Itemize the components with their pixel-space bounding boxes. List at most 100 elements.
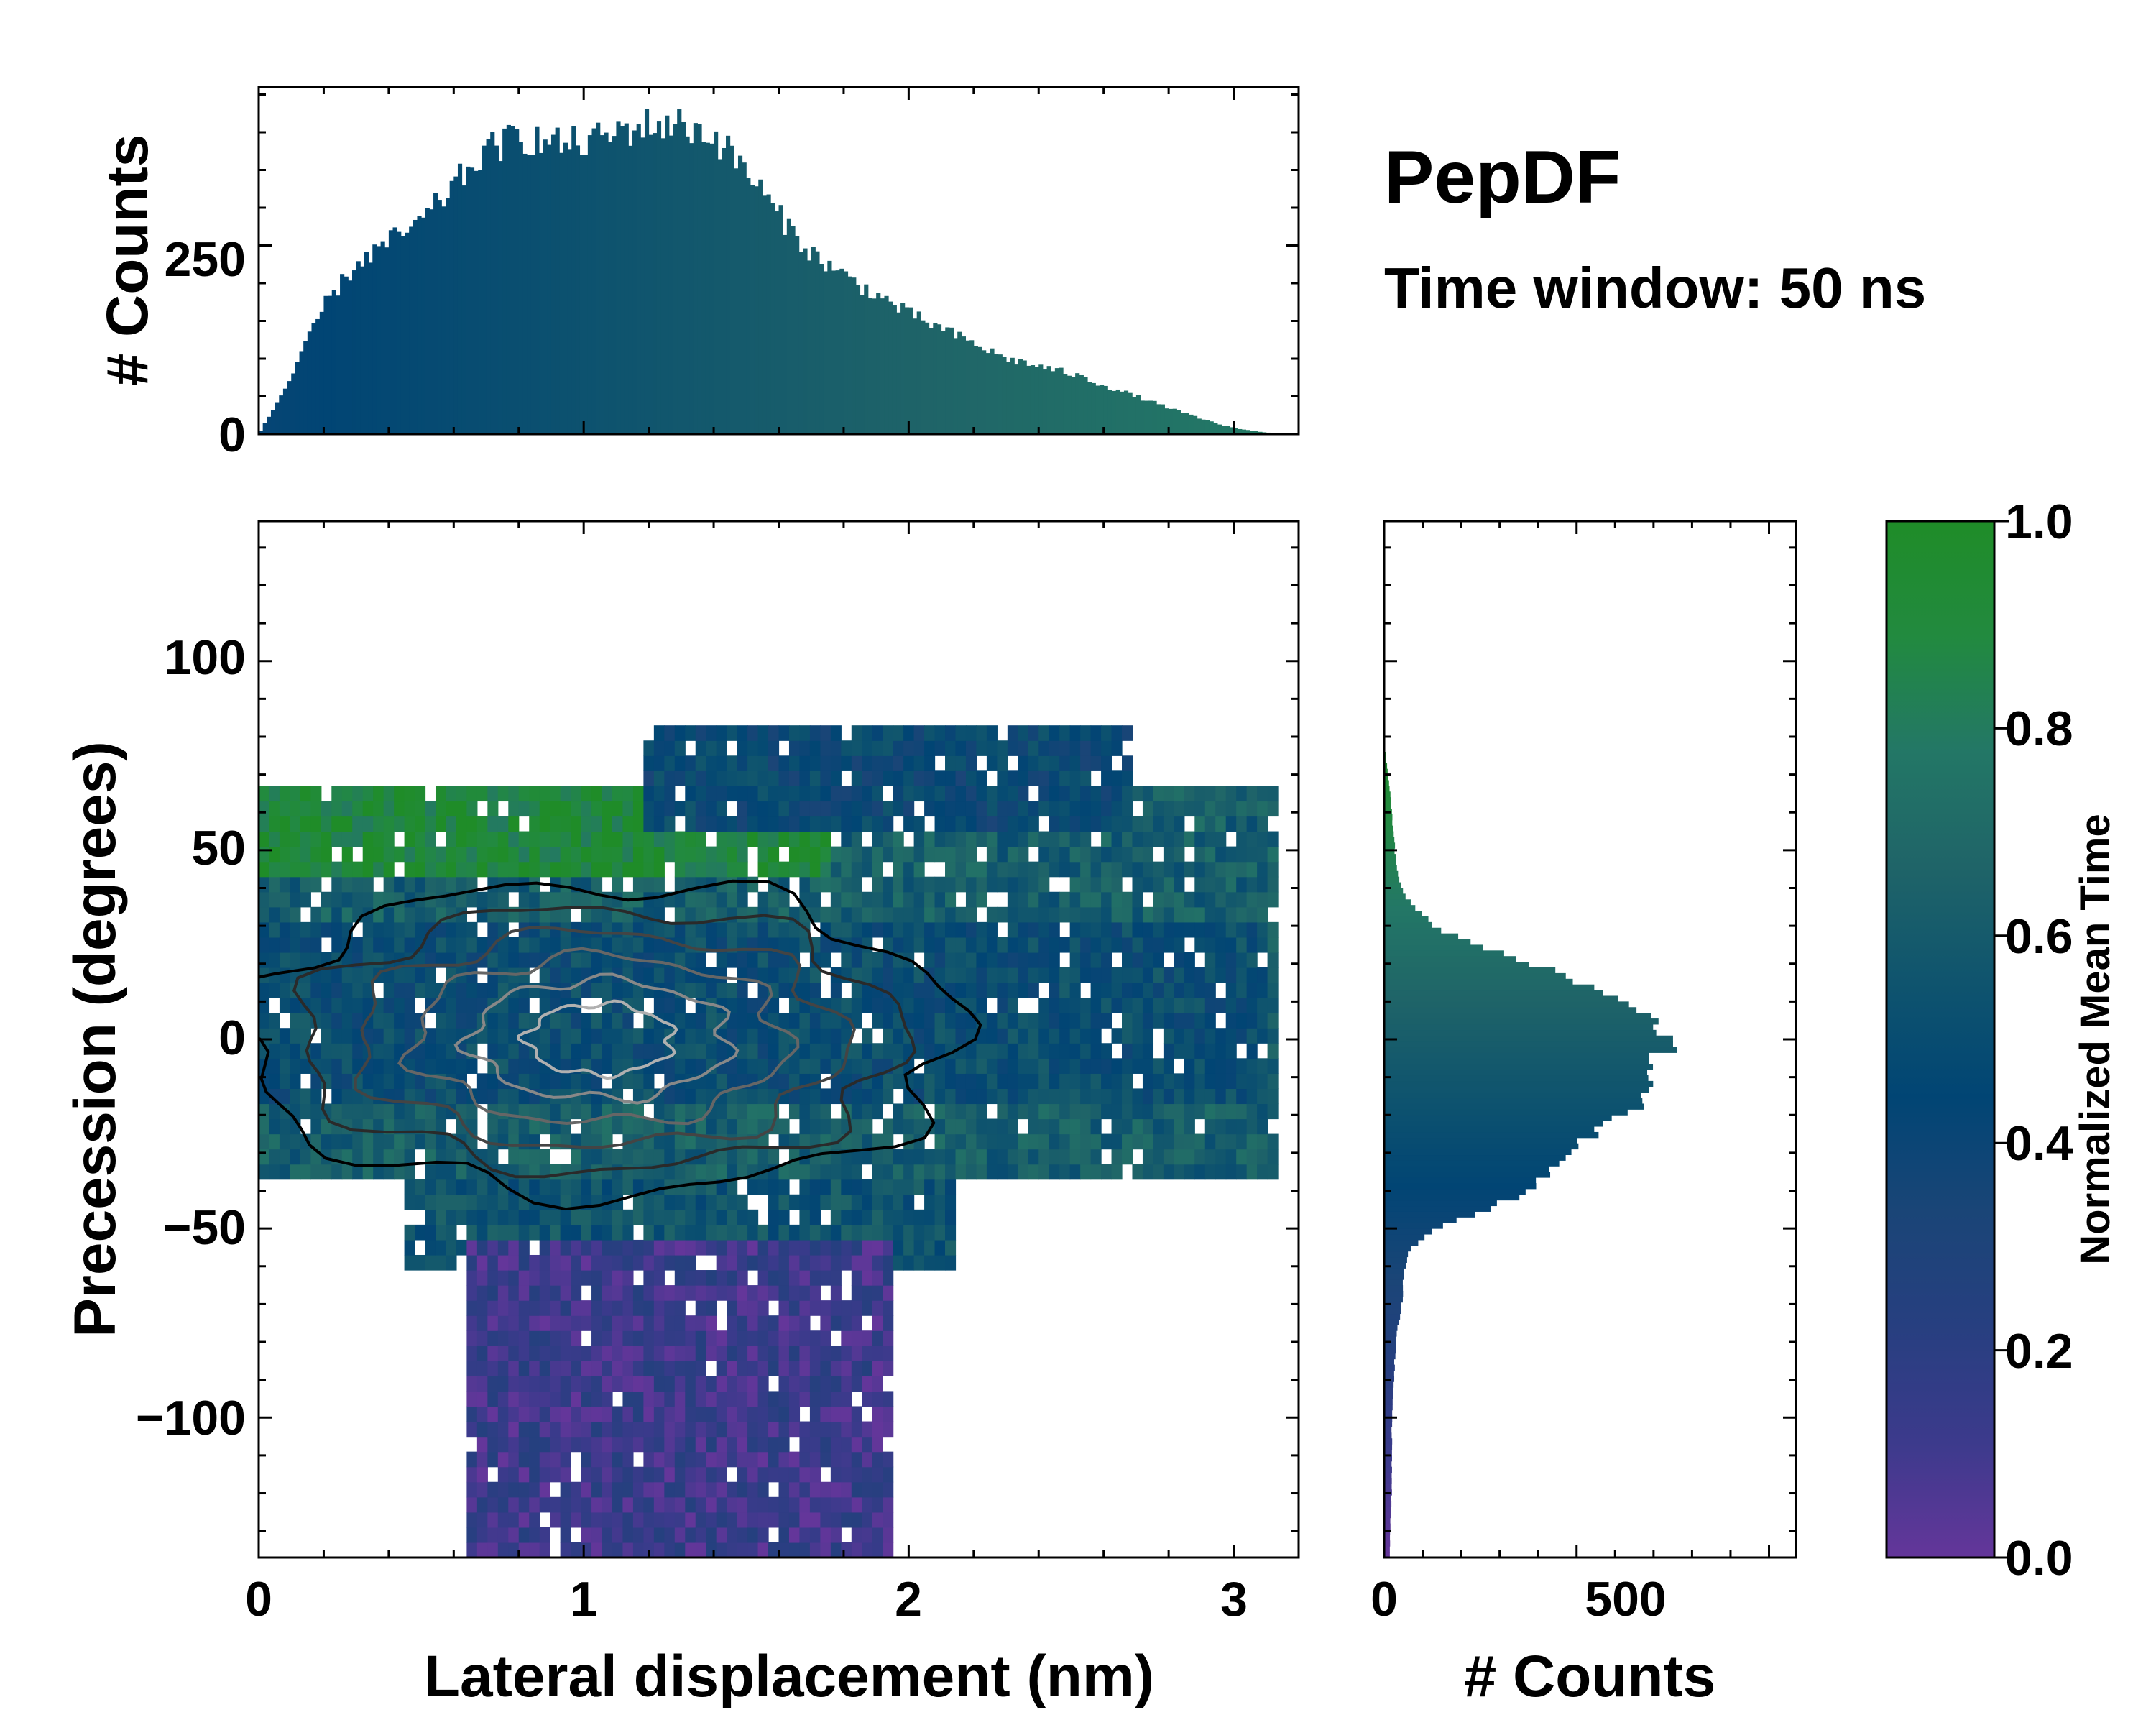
heatmap-cell	[331, 1073, 343, 1090]
heatmap-cell	[643, 937, 655, 953]
heatmap-cell	[706, 1436, 717, 1453]
histogram-bar	[1384, 882, 1401, 888]
heatmap-cell	[883, 1330, 894, 1346]
heatmap-cell	[934, 1239, 946, 1256]
heatmap-cell	[539, 967, 550, 983]
heatmap-cell	[321, 1149, 332, 1165]
heatmap-cell	[757, 1436, 769, 1453]
heatmap-cell	[1184, 861, 1195, 878]
heatmap-cell	[757, 755, 769, 771]
heatmap-cell	[727, 921, 738, 938]
plot-title: PepDF	[1384, 136, 1621, 219]
heatmap-cell	[446, 1058, 457, 1074]
heatmap-cell	[934, 725, 946, 741]
heatmap-cell	[581, 1512, 592, 1528]
heatmap-cell	[300, 831, 311, 847]
heatmap-cell	[331, 998, 343, 1013]
heatmap-cell	[778, 755, 790, 771]
heatmap-cell	[279, 906, 291, 923]
heatmap-cell	[903, 921, 915, 938]
heatmap-cell	[809, 1239, 821, 1256]
heatmap-cell	[903, 786, 915, 802]
heatmap-cell	[1111, 891, 1123, 908]
heatmap-cell	[893, 846, 904, 862]
heatmap-cell	[820, 1013, 831, 1029]
heatmap-cell	[685, 1073, 696, 1090]
heatmap-cell	[518, 1179, 530, 1195]
heatmap-cell	[269, 1013, 280, 1029]
heatmap-cell	[622, 816, 634, 832]
heatmap-cell	[913, 937, 925, 953]
heatmap-cell	[883, 816, 894, 832]
heatmap-cell	[404, 861, 415, 878]
heatmap-cell	[653, 1391, 665, 1407]
heatmap-cell	[685, 1466, 696, 1483]
heatmap-cell	[788, 1088, 801, 1105]
heatmap-cell	[591, 921, 603, 938]
heatmap-cell	[612, 1346, 624, 1361]
heatmap-cell	[674, 1330, 686, 1346]
histogram-bar	[1384, 1450, 1392, 1456]
heatmap-cell	[913, 891, 925, 908]
heatmap-cell	[727, 1330, 738, 1346]
heatmap-cell	[872, 1073, 883, 1090]
heatmap-cell	[310, 1164, 322, 1180]
heatmap-cell	[685, 1391, 696, 1407]
heatmap-cell	[529, 1224, 540, 1241]
heatmap-cell	[341, 1103, 353, 1120]
heatmap-cell	[1174, 846, 1185, 862]
heatmap-cell	[1090, 1164, 1102, 1180]
heatmap-cell	[674, 1133, 686, 1150]
heatmap-cell	[903, 967, 915, 983]
heatmap-cell	[799, 786, 811, 802]
heatmap-cell	[716, 770, 727, 786]
heatmap-cell	[695, 1481, 706, 1498]
heatmap-cell	[1090, 967, 1102, 983]
heatmap-cell	[1007, 846, 1018, 862]
heatmap-cell	[820, 1330, 831, 1346]
histogram-bar	[1384, 1444, 1393, 1450]
heatmap-cell	[872, 1058, 883, 1074]
heatmap-cell	[862, 1527, 873, 1543]
heatmap-cell	[976, 1149, 987, 1165]
heatmap-cell	[716, 1466, 727, 1483]
heatmap-cell	[1049, 998, 1060, 1013]
heatmap-cell	[1028, 861, 1039, 878]
heatmap-cell	[529, 1254, 540, 1271]
heatmap-cell	[851, 1088, 862, 1105]
heatmap-cell	[737, 1194, 748, 1210]
heatmap-cell	[341, 1073, 353, 1090]
heatmap-cell	[924, 1073, 936, 1090]
histogram-bar	[1384, 1358, 1395, 1366]
histogram-bar	[1384, 1307, 1401, 1315]
heatmap-cell	[550, 1270, 561, 1286]
heatmap-cell	[1090, 876, 1102, 893]
heatmap-cell	[820, 1512, 831, 1528]
heatmap-cell	[737, 1376, 748, 1392]
heatmap-cell	[466, 998, 478, 1013]
heatmap-cell	[352, 876, 364, 893]
histogram-bar	[417, 216, 422, 434]
heatmap-cell	[612, 1527, 624, 1543]
heatmap-cell	[321, 1013, 332, 1029]
heatmap-cell	[404, 786, 415, 802]
heatmap-cell	[778, 891, 790, 908]
heatmap-cell	[1018, 846, 1029, 862]
heatmap-cell	[976, 740, 987, 756]
heatmap-cell	[518, 1013, 530, 1029]
heatmap-cell	[903, 998, 915, 1013]
heatmap-cell	[602, 1391, 613, 1407]
heatmap-cell	[955, 1149, 967, 1165]
histogram-bar	[291, 373, 296, 434]
top-tick-marks	[257, 87, 1300, 436]
heatmap-cell	[809, 891, 821, 908]
heatmap-cell	[820, 1239, 831, 1256]
heatmap-cell	[674, 876, 686, 893]
heatmap-cell	[1267, 1013, 1279, 1029]
heatmap-cell	[632, 1149, 644, 1165]
heatmap-cell	[716, 1164, 727, 1180]
heatmap-cell	[893, 1103, 904, 1120]
histogram-bar	[599, 135, 604, 434]
heatmap-cell	[1080, 740, 1092, 756]
heatmap-cell	[809, 770, 821, 786]
